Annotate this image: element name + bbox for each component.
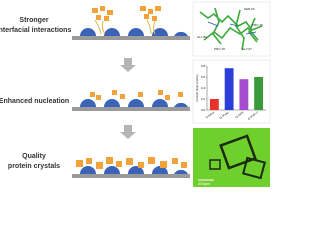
y-tick-label: 0.4 — [201, 86, 206, 90]
y-tick-label: 0.8 — [201, 64, 206, 68]
illustration-crystals — [72, 157, 190, 178]
bar — [254, 77, 264, 110]
x-tick-label: G-PVP-T — [247, 110, 259, 120]
residue-label: GLY-80 — [197, 35, 207, 39]
bar — [209, 99, 219, 110]
x-tick-label: G-PVAc — [219, 110, 230, 120]
x-tick-label: Control — [205, 110, 215, 119]
arrow — [120, 58, 136, 72]
stage-labels: Stronger interfacial interactions Enhanced… — [0, 17, 71, 170]
arrow — [120, 125, 136, 139]
residue-label: GLY-67 — [242, 47, 252, 51]
bar — [239, 79, 249, 110]
molecule-labels: SER-60 PRO-79 GLY-80 PRO-78 GLY-67 — [197, 7, 263, 51]
stage-label: protein crystals — [8, 163, 60, 170]
stage-label: Stronger — [19, 17, 48, 24]
y-tick-label: 0.0 — [201, 108, 206, 112]
x-tick-label: G-APS — [235, 111, 245, 120]
residue-label: SER-60 — [244, 7, 255, 11]
residue-label: PRO-78 — [214, 47, 225, 51]
scale-bar-label: 200μm — [198, 181, 211, 186]
figure: 0.0 0.2 0.4 0.6 0.8 Growth Rate (mm/s) Control… — [0, 1, 271, 187]
bar-chart: 0.0 0.2 0.4 0.6 0.8 Growth Rate (mm/s) Control… — [195, 64, 266, 121]
y-axis-label: Growth Rate (mm/s) — [195, 74, 199, 101]
stage-label: Enhanced nucleation — [0, 98, 69, 105]
illustration-interactions — [72, 6, 190, 40]
y-tick-label: 0.2 — [201, 97, 206, 101]
molecule-image — [192, 1, 271, 57]
crystal-photo: 200μm — [193, 128, 270, 187]
illustration-nucleation — [72, 90, 190, 111]
y-tick-label: 0.6 — [201, 75, 206, 79]
bar — [224, 68, 234, 110]
stage-label: Quality — [22, 153, 46, 160]
stage-label: interfacial interactions — [0, 27, 71, 34]
residue-label: PRO-79 — [252, 23, 263, 27]
